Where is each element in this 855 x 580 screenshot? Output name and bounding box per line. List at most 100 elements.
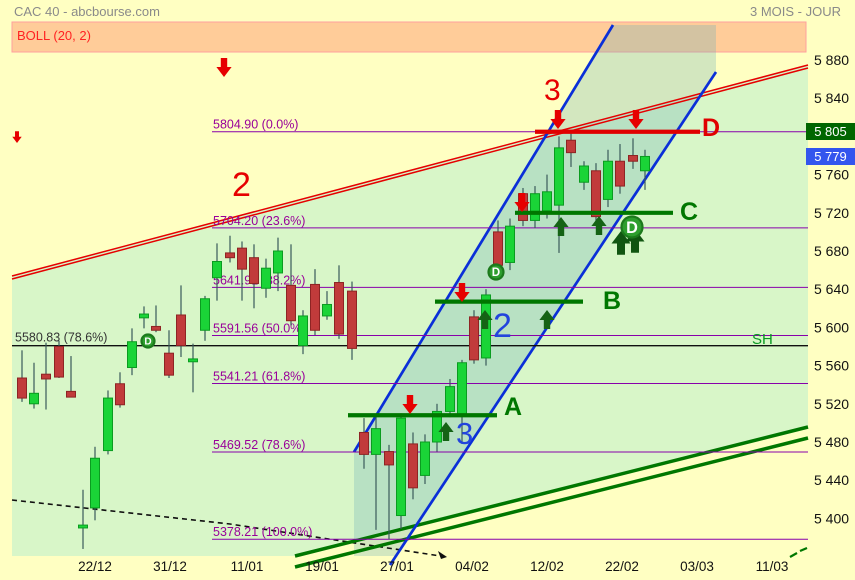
candle-up xyxy=(127,341,137,369)
candle-down xyxy=(54,346,64,378)
candle-down xyxy=(628,155,638,162)
timeframe-label: 3 MOIS - JOUR xyxy=(749,4,841,19)
fib-label: 5591.56 (50.0%) xyxy=(213,321,305,335)
candle-down xyxy=(334,282,344,335)
candle-down xyxy=(151,325,161,331)
candle-up xyxy=(457,362,467,416)
candle-up xyxy=(530,193,540,221)
candle-up xyxy=(371,428,381,455)
candle-up xyxy=(212,261,222,279)
secondary-fib-label: 5580.83 (78.6%) xyxy=(15,331,107,345)
up-arrow xyxy=(438,422,454,441)
candle-down xyxy=(384,451,394,466)
fib-label: 5641.91 (38.2%) xyxy=(213,273,305,287)
candle-up xyxy=(554,147,564,206)
circled-d-marker xyxy=(140,333,156,349)
fib-label: 5378.21 (100.0%) xyxy=(213,525,312,539)
candle-up xyxy=(322,303,332,317)
y-axis-tick: 5 560 xyxy=(814,358,849,374)
x-axis-tick: 11/01 xyxy=(231,559,264,574)
fib-label: 5704.20 (23.6%) xyxy=(213,214,305,228)
down-arrow xyxy=(454,283,470,302)
up-arrow xyxy=(611,231,631,255)
y-axis-tick: 5 440 xyxy=(814,472,849,488)
candle-up xyxy=(445,386,455,412)
channel-left-line xyxy=(352,24,615,453)
down-arrow xyxy=(550,110,566,129)
fib-label: 5541.21 (61.8%) xyxy=(213,370,305,384)
dashed-line-arrowhead xyxy=(438,551,447,559)
y-axis-tick: 5 600 xyxy=(814,319,849,335)
circled-d-letter: D xyxy=(626,219,638,237)
candle-up xyxy=(90,457,100,509)
up-arrow xyxy=(625,229,645,253)
circled-d-marker xyxy=(487,263,505,281)
wave-number-label: 3 xyxy=(456,416,473,451)
candle-up xyxy=(542,191,552,212)
trend-channel-fill xyxy=(354,25,716,556)
x-axis-tick: 22/12 xyxy=(78,559,112,574)
candle-down xyxy=(249,257,259,284)
candle-up xyxy=(420,441,430,476)
last-price-box: 5 779 xyxy=(806,147,855,165)
candle-down xyxy=(225,252,235,259)
candle-up xyxy=(29,392,39,405)
y-axis-tick: 5 480 xyxy=(814,434,849,450)
circled-d-letter: D xyxy=(144,337,151,348)
y-axis-tick: 5 760 xyxy=(814,167,849,183)
level-letter-C: C xyxy=(680,198,698,226)
green-dash-mark xyxy=(799,546,808,553)
fib-label: 5469.52 (78.6%) xyxy=(213,438,305,452)
up-arrow xyxy=(553,217,569,236)
resistance-trendline xyxy=(11,64,809,277)
candle-up xyxy=(103,397,113,452)
candle-up xyxy=(188,358,198,363)
candle-up xyxy=(505,225,515,263)
x-axis-tick: 19/01 xyxy=(305,559,339,574)
wave-number-label: 2 xyxy=(232,166,251,204)
y-axis-tick: 5 840 xyxy=(814,90,849,106)
y-axis-tick: 5 720 xyxy=(814,205,849,221)
level-letter-B: B xyxy=(603,287,621,315)
candle-up xyxy=(78,524,88,529)
sh-label: SH xyxy=(752,331,773,348)
x-axis-tick: 22/02 xyxy=(605,559,639,574)
y-axis-tick: 5 880 xyxy=(814,52,849,68)
green-support-trendline xyxy=(294,436,809,569)
candle-down xyxy=(359,431,369,455)
y-axis-tick: 5 680 xyxy=(814,243,849,259)
down-arrow xyxy=(628,110,644,129)
wave-number-label: 3 xyxy=(544,74,561,107)
candle-down xyxy=(17,377,27,399)
candle-down xyxy=(286,284,296,322)
down-arrow xyxy=(12,131,22,143)
candle-up xyxy=(579,165,589,183)
x-axis-tick: 11/03 xyxy=(756,559,789,574)
candle-down xyxy=(41,373,51,380)
candle-up xyxy=(432,410,442,443)
resistance-trendline-2 xyxy=(11,67,809,280)
dashed-projection-line xyxy=(11,499,448,558)
green-dash-mark xyxy=(789,552,798,558)
candle-down xyxy=(615,160,625,187)
x-axis-tick: 27/01 xyxy=(380,559,414,574)
y-axis-tick: 5 520 xyxy=(814,396,849,412)
candle-down xyxy=(115,383,125,406)
green-support-trendline xyxy=(294,425,809,558)
chart-title: CAC 40 - abcbourse.com xyxy=(14,4,160,19)
up-arrow xyxy=(539,310,555,329)
candle-up xyxy=(298,315,308,347)
up-arrow xyxy=(477,310,493,329)
candle-down xyxy=(310,283,320,331)
candle-down xyxy=(493,231,503,266)
level-letter-D: D xyxy=(702,114,720,142)
candle-down xyxy=(66,390,76,398)
candle-down xyxy=(237,247,247,270)
x-axis-tick: 04/02 xyxy=(455,559,489,574)
candle-up xyxy=(603,160,613,200)
down-arrow xyxy=(216,58,232,77)
down-arrow xyxy=(514,193,530,212)
fib-level-price-box: 5 805 xyxy=(806,123,855,141)
